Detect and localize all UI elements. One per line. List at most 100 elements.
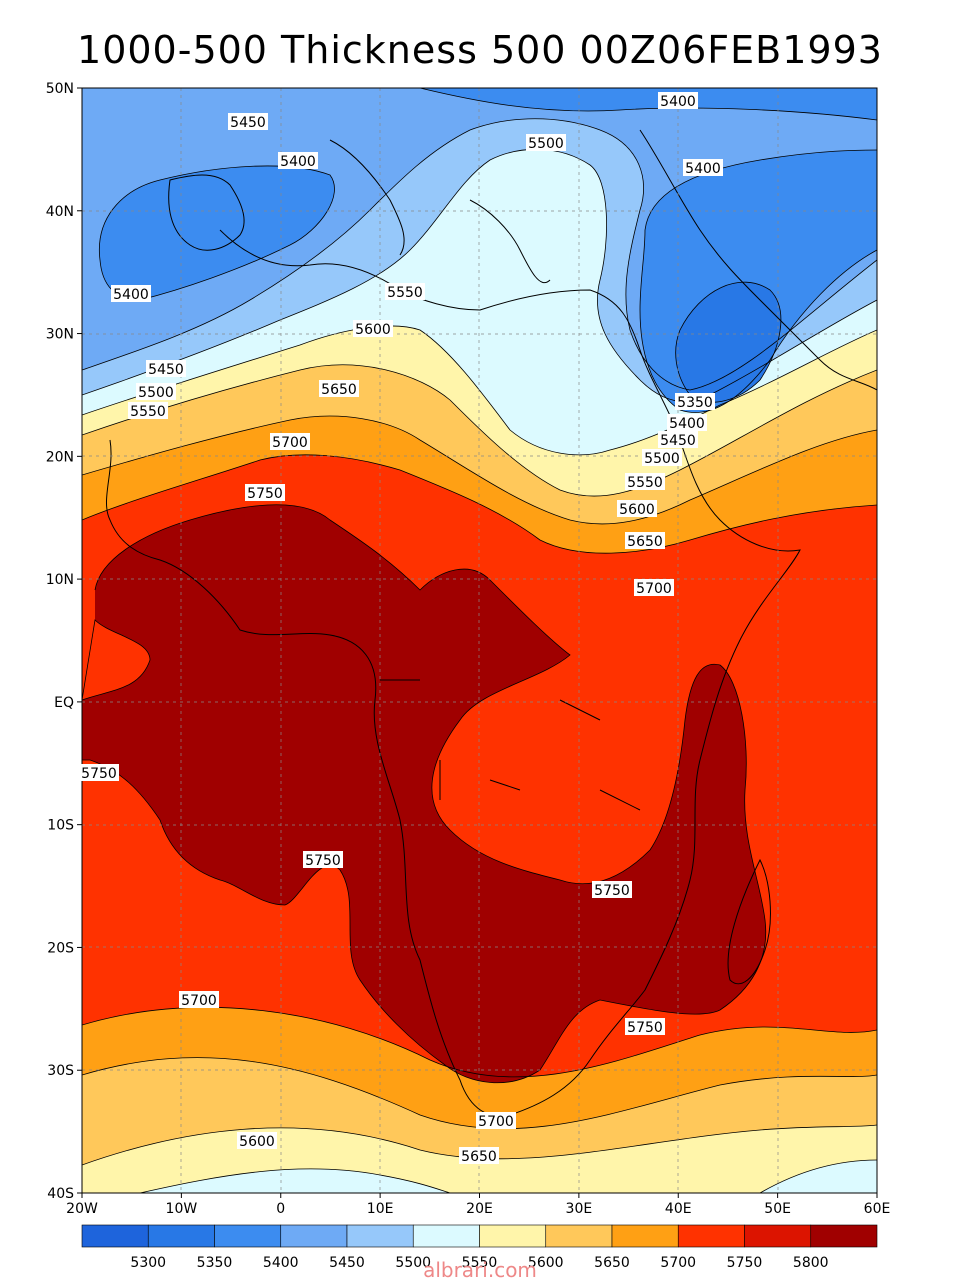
contour-label-value: 5450 [230,115,266,131]
colorbar-swatch [412,1224,480,1248]
lat-tick-label: 30S [47,1063,74,1079]
contour-label: 5400 [683,159,723,177]
contour-label: 5700 [270,433,310,451]
contour-label: 5700 [634,579,674,597]
lon-tick-label: 20E [466,1201,493,1217]
contour-label-value: 5600 [239,1134,275,1150]
contour-label: 5650 [625,532,665,550]
contour-band-5350-west [99,165,335,300]
contour-label-value: 5400 [280,154,316,170]
lon-tick-label: 40E [665,1201,692,1217]
contour-label: 5700 [476,1112,516,1130]
contour-label-value: 5400 [113,287,149,303]
lon-tick-label: 50E [764,1201,791,1217]
contour-label: 5750 [245,484,285,502]
lat-tick-label: 50N [46,81,74,97]
contour-label-value: 5450 [660,433,696,449]
chart-title: 1000-500 Thickness 500 00Z06FEB1993 [77,28,883,72]
contour-label-value: 5550 [130,404,166,420]
contour-label-value: 5650 [321,382,357,398]
contour-label: 5400 [658,92,698,110]
contour-label: 5500 [136,383,176,401]
lat-tick-label: 20S [47,940,74,956]
contour-label-value: 5450 [148,362,184,378]
contour-label: 5350 [675,393,715,411]
colorbar-label: 5800 [793,1255,829,1271]
contour-label: 5400 [111,285,151,303]
contour-label-value: 5550 [627,475,663,491]
contour-label-value: 5600 [619,502,655,518]
contour-label-value: 5350 [677,395,713,411]
lat-tick-label: 20N [46,449,74,465]
contour-label: 5650 [319,380,359,398]
contour-label-value: 5750 [627,1020,663,1036]
contour-label-value: 5400 [685,161,721,177]
contour-label: 5400 [278,152,318,170]
filled-contours [82,88,877,1193]
longitude-labels: 20W 10W 0 10E 20E 30E 40E 50E 60E [66,1193,890,1217]
contour-label-value: 5750 [305,853,341,869]
colorbar-label: 5500 [395,1255,431,1271]
colorbar-swatch [744,1224,812,1248]
colorbar-label: 5750 [727,1255,763,1271]
contour-label: 5750 [79,764,119,782]
contour-label-value: 5500 [528,136,564,152]
contour-label-value: 5750 [81,766,117,782]
contour-label: 5600 [237,1132,277,1150]
contour-label: 5500 [642,449,682,467]
contour-label: 5400 [667,414,707,432]
colorbar-swatch [81,1224,149,1248]
contour-label: 5450 [228,113,268,131]
colorbar-swatch [611,1224,679,1248]
contour-label: 5750 [303,851,343,869]
contour-label-value: 5650 [627,534,663,550]
contour-label-value: 5400 [669,416,705,432]
contour-label: 5650 [459,1147,499,1165]
contour-label-value: 5700 [272,435,308,451]
lon-tick-label: 60E [864,1201,891,1217]
contour-label: 5600 [353,320,393,338]
colorbar-label: 5700 [660,1255,696,1271]
lat-tick-label: EQ [54,695,74,711]
lon-tick-label: 10E [367,1201,394,1217]
lat-tick-label: 10S [47,818,74,834]
colorbar-label: 5600 [528,1255,564,1271]
lon-tick-label: 10W [166,1201,198,1217]
contour-label-value: 5600 [355,322,391,338]
contour-band-5300 [675,282,781,403]
contour-band-5750 [82,504,766,1083]
colorbar-swatch [810,1224,878,1248]
contour-label-value: 5700 [478,1114,514,1130]
colorbar-swatch [677,1224,745,1248]
contour-label: 5750 [592,881,632,899]
latitude-labels: 50N 40N 30N 20N 10N EQ 10S 20S 30S 40S [46,81,82,1202]
lon-tick-label: 20W [66,1201,98,1217]
lat-tick-label: 40N [46,204,74,220]
contour-lines [82,88,877,1193]
colorbar-label: 5300 [130,1255,166,1271]
colorbar-label: 5450 [329,1255,365,1271]
coastlines [106,129,877,1117]
contour-band-5500-se [760,1160,877,1193]
contour-label: 5450 [146,360,186,378]
colorbar-swatch [214,1224,282,1248]
contour-label-value: 5750 [594,883,630,899]
colorbar-label: 5550 [462,1255,498,1271]
contour-label-value: 5650 [461,1149,497,1165]
colorbar-swatch [479,1224,547,1248]
contour-label-value: 5500 [644,451,680,467]
contour-label-value: 5700 [181,993,217,1009]
watermark: albrari.com [423,1258,537,1282]
contour-label-value: 5400 [660,94,696,110]
colorbar-label: 5650 [594,1255,630,1271]
contour-label: 5450 [658,431,698,449]
colorbar-label: 5350 [197,1255,233,1271]
contour-label: 5700 [179,991,219,1009]
lon-tick-label: 30E [566,1201,593,1217]
contour-label: 5500 [526,134,566,152]
contour-label: 5550 [625,473,665,491]
colorbar-swatch [280,1224,348,1248]
contour-label-value: 5550 [387,285,423,301]
